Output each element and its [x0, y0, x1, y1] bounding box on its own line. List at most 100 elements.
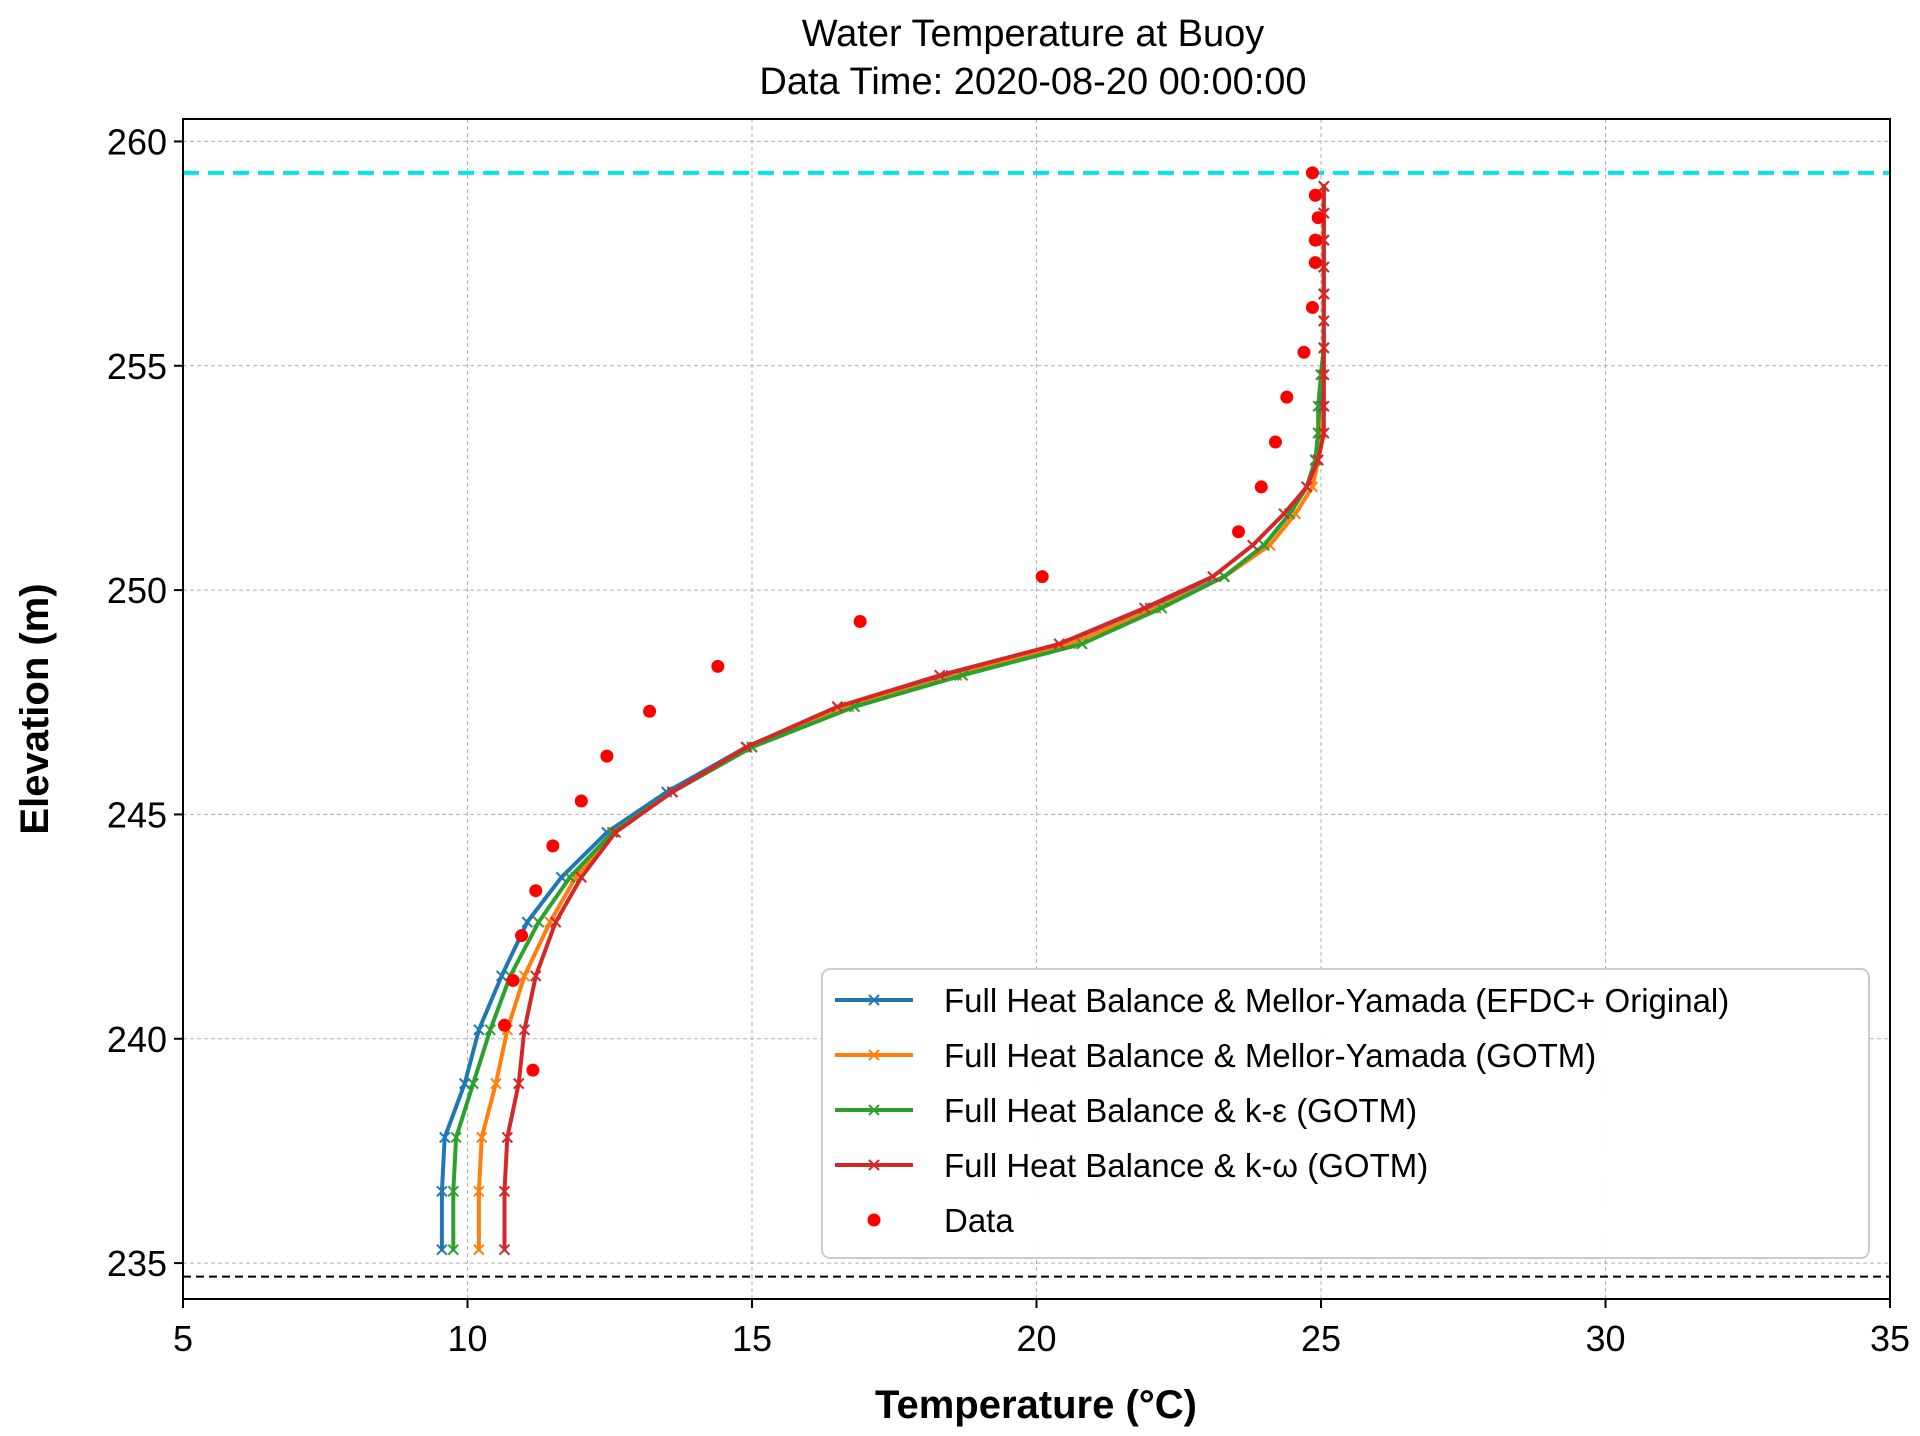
y-tick-label: 240: [107, 1019, 167, 1060]
series-marker: [1207, 570, 1219, 583]
y-tick-label: 245: [107, 794, 167, 835]
series-marker: [666, 786, 679, 798]
series-marker: [458, 1077, 471, 1090]
legend-label: Full Heat Balance & Mellor-Yamada (GOTM): [944, 1037, 1596, 1074]
data-point: [1254, 480, 1268, 494]
data-point: [1308, 256, 1322, 270]
series-marker: [555, 871, 568, 883]
x-tick-label: 20: [1016, 1318, 1056, 1359]
data-point: [1305, 166, 1319, 180]
data-point: [574, 794, 588, 808]
series-marker: [1076, 638, 1088, 650]
series-layer: [436, 180, 1330, 1256]
legend: Full Heat Balance & Mellor-Yamada (EFDC+…: [821, 968, 1870, 1259]
legend-marker: [868, 994, 880, 1006]
series-marker: [473, 1243, 485, 1256]
legend-label: Data: [944, 1202, 1014, 1239]
x-tick-label: 15: [732, 1318, 772, 1359]
series-marker: [495, 970, 508, 982]
legend-items: Full Heat Balance & Mellor-Yamada (EFDC+…: [835, 982, 1729, 1239]
series-marker: [498, 1243, 511, 1256]
data-point: [546, 839, 560, 853]
series-marker: [473, 1024, 485, 1036]
x-axis-label: Temperature (°C): [875, 1383, 1197, 1427]
series-marker: [564, 871, 576, 883]
legend-label: Full Heat Balance & k-ε (GOTM): [944, 1092, 1417, 1129]
series-marker: [473, 1185, 485, 1198]
series-marker: [1312, 454, 1324, 466]
data-point: [506, 973, 520, 987]
series-marker: [518, 1024, 531, 1036]
series-marker: [501, 1131, 514, 1144]
series-marker: [549, 916, 562, 928]
series-marker: [1301, 481, 1313, 493]
series-marker: [606, 826, 619, 839]
series-marker: [1138, 602, 1151, 614]
series-marker: [447, 1185, 459, 1198]
data-points-layer: [497, 166, 1325, 1077]
series-marker: [439, 1131, 451, 1144]
series-marker: [575, 871, 588, 883]
series-marker: [498, 1185, 511, 1198]
data-point: [711, 659, 725, 673]
legend-box: [821, 968, 1870, 1259]
series-marker: [532, 916, 545, 928]
data-point: [1311, 211, 1325, 225]
series-marker: [1318, 369, 1330, 381]
x-tick-label: 10: [447, 1318, 487, 1359]
data-point: [1305, 300, 1319, 314]
y-axis-label: Elevation (m): [13, 583, 57, 834]
legend-label: Full Heat Balance & k-ω (GOTM): [944, 1147, 1428, 1184]
series-marker: [1155, 602, 1168, 614]
series-marker: [1318, 288, 1330, 300]
series-4: [498, 180, 1330, 1256]
data-point: [529, 884, 543, 898]
series-marker: [1247, 539, 1259, 551]
series-marker: [530, 970, 542, 982]
legend-item: Full Heat Balance & Mellor-Yamada (GOTM): [835, 1037, 1596, 1074]
series-marker: [467, 1077, 479, 1090]
x-tick-label: 35: [1870, 1318, 1910, 1359]
series-marker: [1318, 180, 1330, 193]
series-marker: [1318, 342, 1330, 354]
data-point: [853, 615, 867, 629]
series-marker: [436, 1243, 448, 1256]
series-marker: [476, 1131, 488, 1144]
data-point: [1035, 570, 1049, 584]
series-marker: [490, 1077, 502, 1090]
data-point: [526, 1063, 540, 1077]
legend-item: Full Heat Balance & k-ε (GOTM): [835, 1092, 1417, 1129]
x-tick-label: 30: [1585, 1318, 1625, 1359]
series-marker: [518, 970, 531, 982]
chart-title: Water Temperature at Buoy: [802, 13, 1265, 55]
series-marker: [1318, 315, 1330, 327]
series-marker: [513, 1077, 525, 1090]
data-point: [600, 749, 614, 763]
legend-label: Full Heat Balance & Mellor-Yamada (EFDC+…: [944, 982, 1729, 1019]
series-marker: [447, 1243, 459, 1256]
y-tick-label: 255: [107, 346, 167, 387]
legend-marker: [868, 1104, 880, 1116]
data-point: [497, 1018, 511, 1032]
y-tick-label: 235: [107, 1243, 167, 1284]
series-line: [502, 184, 1326, 1252]
data-point: [515, 929, 529, 943]
y-tick-label: 260: [107, 121, 167, 162]
data-point: [643, 704, 657, 718]
data-point: [1231, 525, 1245, 539]
series-marker: [831, 701, 844, 713]
series-marker: [1053, 638, 1065, 650]
data-point: [1308, 188, 1322, 202]
chart-subtitle: Data Time: 2020-08-20 00:00:00: [759, 61, 1306, 103]
series-marker: [436, 1185, 448, 1198]
legend-item: Full Heat Balance & Mellor-Yamada (EFDC+…: [835, 982, 1729, 1019]
x-tick-label: 5: [173, 1318, 193, 1359]
reference-lines: [183, 170, 1890, 1278]
series-marker: [450, 1131, 462, 1144]
data-point: [1308, 233, 1322, 247]
legend-marker: [868, 1159, 880, 1171]
series-marker: [1278, 508, 1290, 520]
series-marker: [740, 741, 753, 753]
data-point: [1280, 390, 1294, 404]
